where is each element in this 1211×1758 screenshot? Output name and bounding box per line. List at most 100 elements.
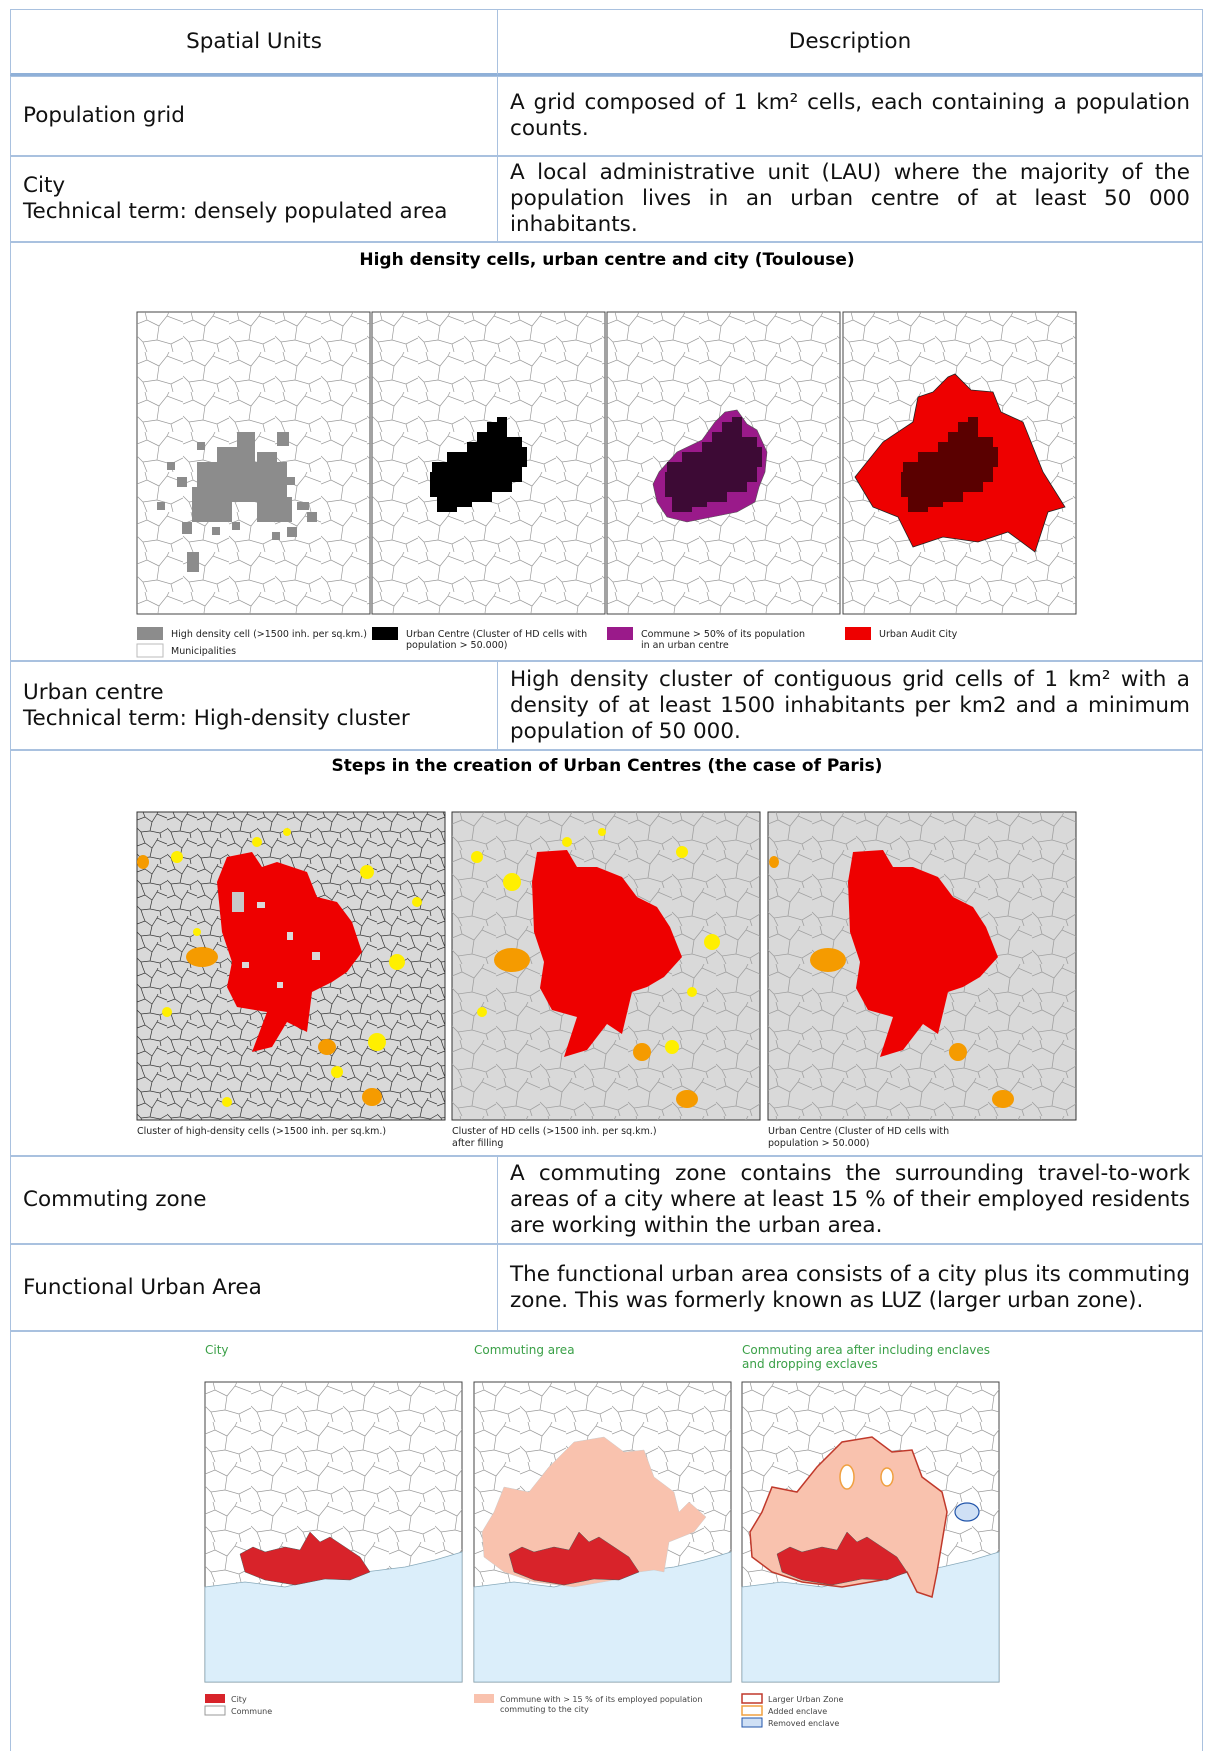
map-shape (186, 947, 218, 967)
map-shape (687, 987, 697, 997)
header-cell: Spatial Units (10, 9, 498, 76)
description-text: High density cluster of contiguous grid … (510, 666, 1190, 744)
legend-swatch (474, 1694, 494, 1703)
map-shape (192, 487, 232, 522)
figure-toulouse: High density cells, urban centre and cit… (136, 250, 1077, 658)
map-shape (494, 948, 698, 1108)
map-shape (252, 837, 262, 847)
unit-cell: Population grid (10, 76, 498, 156)
legend-label: Urban Centre (Cluster of HD cells with (406, 629, 587, 640)
map-panel (136, 811, 446, 1121)
panel-title: and dropping exclaves (742, 1357, 878, 1371)
legend-swatch (845, 627, 871, 640)
description-cell: High density cluster of contiguous grid … (497, 661, 1203, 750)
map-shape (162, 828, 422, 1107)
map-shape (412, 897, 422, 907)
map-shape (776, 1531, 908, 1586)
legend-label: City (231, 1695, 247, 1704)
unit-cell: Urban centre Technical term: High-densit… (10, 661, 498, 750)
figure-fua: City Commuting area Commuting area after… (204, 1343, 1000, 1728)
map-shape (880, 1467, 894, 1487)
unit-text: Commuting zone (23, 1187, 207, 1212)
map-shape (471, 828, 720, 1054)
map-shape (473, 1551, 732, 1683)
header-text: Description (788, 28, 912, 54)
map-shape (389, 954, 405, 970)
map-shape (232, 892, 244, 912)
map-shape (769, 856, 779, 868)
unit-subtext: Technical term: densely populated area (23, 199, 448, 224)
map-shape (232, 522, 240, 530)
caption: after filling (452, 1138, 503, 1149)
map-panel (136, 311, 371, 615)
description-text: A commuting zone contains the surroundin… (510, 1161, 1190, 1238)
map-shape (992, 1090, 1014, 1108)
map-shape (954, 1502, 980, 1522)
legend-label: population > 50.000) (406, 640, 508, 651)
legend-swatch (372, 627, 398, 640)
legend: City Commune Commune with > 15 % of its … (204, 1693, 844, 1728)
map-shape (598, 828, 606, 836)
map-shape (312, 952, 320, 960)
unit-text: Urban centre (23, 679, 164, 705)
caption: Cluster of high-density cells (>1500 inh… (137, 1126, 386, 1137)
map-panel (451, 811, 761, 1121)
map-shape (222, 1097, 232, 1107)
legend-label: Commune (231, 1707, 272, 1716)
map-shape (239, 1531, 371, 1586)
unit-cell: City Technical term: densely populated a… (10, 156, 498, 242)
header-text: Spatial Units (186, 28, 322, 54)
map-shape (242, 962, 249, 968)
map-shape (362, 1088, 382, 1106)
caption: Urban Centre (Cluster of HD cells with (768, 1126, 949, 1137)
legend-swatch (741, 1705, 763, 1716)
map-shape (193, 928, 201, 936)
legend-label: High density cell (>1500 inh. per sq.km.… (171, 629, 367, 640)
figure-cell: City Commuting area Commuting area after… (10, 1331, 1203, 1751)
panel-title: City (205, 1343, 229, 1357)
legend-label: Added enclave (768, 1707, 827, 1716)
legend-label: Commune > 50% of its population (641, 629, 805, 640)
map-shape (137, 855, 149, 869)
map-shape (187, 552, 199, 572)
description-cell: The functional urban area consists of a … (497, 1244, 1203, 1331)
map-shape (704, 934, 720, 950)
description-cell: A grid composed of 1 km² cells, each con… (497, 76, 1203, 156)
map-shape (277, 432, 289, 446)
description-cell: A commuting zone contains the surroundin… (497, 1156, 1203, 1244)
map-shape (167, 462, 175, 470)
map-shape (532, 850, 682, 1057)
map-panel (741, 1381, 1000, 1683)
header-cell: Description (497, 9, 1203, 76)
map-shape (562, 837, 572, 847)
map-shape (503, 873, 521, 891)
legend-swatch (741, 1693, 763, 1704)
map-shape (287, 477, 295, 485)
map-shape (665, 417, 762, 512)
unit-cell: Functional Urban Area (10, 1244, 498, 1331)
map-shape (430, 417, 527, 512)
map-shape (171, 851, 183, 863)
map-shape (272, 532, 280, 540)
map-shape (633, 1043, 651, 1061)
legend-label: Commune with > 15 % of its employed popu… (500, 1695, 702, 1704)
map-shape (257, 497, 292, 522)
unit-text: Functional Urban Area (23, 1274, 262, 1300)
map-shape (676, 1090, 698, 1108)
map-panel (473, 1381, 732, 1683)
map-shape (494, 948, 530, 972)
legend: High density cell (>1500 inh. per sq.km.… (136, 627, 958, 658)
legend-swatch (741, 1717, 763, 1728)
figure-cell: Steps in the creation of Urban Centres (… (10, 750, 1203, 1156)
description-cell: A local administrative unit (LAU) where … (497, 156, 1203, 242)
unit-text: Population grid (23, 103, 185, 128)
map-shape (297, 502, 309, 510)
map-shape (508, 1531, 640, 1586)
map-shape (769, 856, 1014, 1108)
map-panel (767, 811, 1077, 1121)
legend-swatch (136, 643, 164, 658)
map-shape (901, 417, 998, 512)
legend-label: Urban Audit City (879, 629, 958, 640)
legend-label: in an urban centre (641, 640, 729, 651)
